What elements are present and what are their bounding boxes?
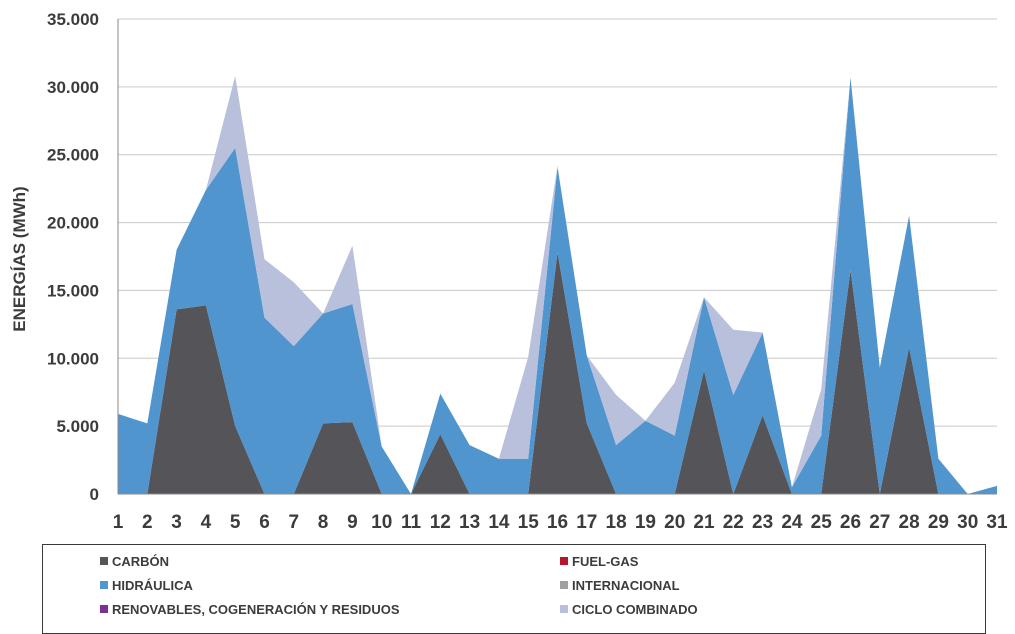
x-tick-label: 5: [230, 512, 241, 533]
legend-swatch-carbon: [100, 557, 108, 565]
x-tick-label: 16: [547, 512, 568, 533]
y-tick-label: 30.000: [47, 78, 99, 97]
y-tick-label: 15.000: [47, 281, 99, 300]
y-tick-label: 10.000: [47, 349, 99, 368]
x-tick-label: 30: [957, 512, 978, 533]
legend-label-renovables: RENOVABLES, COGENERACIÓN Y RESIDUOS: [112, 602, 400, 617]
legend-item-carbon: CARBÓN: [100, 554, 169, 570]
legend-label-ciclo-combinado: CICLO COMBINADO: [572, 602, 698, 617]
x-tick-label: 4: [201, 512, 212, 533]
x-tick-label: 6: [259, 512, 270, 533]
legend-swatch-renovables: [100, 605, 108, 613]
legend-item-ciclo-combinado: CICLO COMBINADO: [560, 602, 698, 618]
x-tick-label: 26: [840, 512, 861, 533]
x-tick-label: 25: [811, 512, 833, 533]
x-tick-label: 12: [430, 512, 451, 533]
y-tick-label: 5.000: [56, 417, 99, 436]
y-tick-label: 25.000: [47, 146, 99, 165]
x-tick-label: 7: [289, 512, 300, 533]
y-tick-label: 20.000: [47, 214, 99, 233]
y-tick-labels: 0 5.000 10.000 15.000 20.000 25.000 30.000 35.0…: [47, 10, 99, 504]
legend-swatch-hidraulica: [100, 581, 108, 589]
x-tick-label: 31: [986, 512, 1008, 533]
legend-item-renovables: RENOVABLES, COGENERACIÓN Y RESIDUOS: [100, 602, 400, 618]
x-tick-label: 19: [635, 512, 656, 533]
y-axis-title: ENERGÍAS (MWh): [10, 186, 29, 331]
legend-label-hidraulica: HIDRÁULICA: [112, 578, 193, 593]
stacked-area-chart: 0 5.000 10.000 15.000 20.000 25.000 30.000 35.0…: [10, 10, 1008, 533]
x-tick-label: 28: [899, 512, 920, 533]
legend-item-fuel-gas: FUEL-GAS: [560, 554, 638, 570]
x-tick-label: 3: [171, 512, 182, 533]
area-series-hidraulica: [118, 77, 997, 495]
x-tick-label: 14: [488, 512, 510, 533]
y-tick-label: 0: [90, 485, 99, 504]
x-tick-label: 22: [723, 512, 744, 533]
x-tick-label: 21: [693, 512, 715, 533]
legend-item-hidraulica: HIDRÁULICA: [100, 578, 193, 594]
x-tick-label: 27: [869, 512, 890, 533]
x-tick-label: 8: [318, 512, 329, 533]
legend: CARBÓN FUEL-GAS HIDRÁULICA INTERNACIONAL…: [42, 544, 986, 634]
legend-swatch-ciclo-combinado: [560, 605, 568, 613]
legend-label-internacional: INTERNACIONAL: [572, 578, 680, 593]
y-tick-label: 35.000: [47, 10, 99, 29]
x-tick-label: 15: [518, 512, 540, 533]
axes: [117, 19, 997, 495]
area-series-ciclo-combinado: [118, 76, 997, 494]
legend-label-carbon: CARBÓN: [112, 554, 170, 569]
x-tick-label: 18: [606, 512, 627, 533]
x-tick-label: 24: [781, 512, 803, 533]
x-tick-label: 13: [459, 512, 480, 533]
x-tick-label: 9: [347, 512, 358, 533]
legend-label-fuel-gas: FUEL-GAS: [572, 554, 639, 569]
x-tick-label: 17: [576, 512, 597, 533]
x-tick-label: 10: [371, 512, 392, 533]
x-tick-labels: 1 2 3 4 5 6 7 8 9 10 11 12 13 14 15 16 17 18 19 20 21 22 23 24 2…: [113, 512, 1008, 533]
x-tick-label: 2: [142, 512, 153, 533]
x-tick-label: 29: [928, 512, 949, 533]
legend-swatch-fuel-gas: [560, 557, 568, 565]
x-tick-label: 11: [401, 512, 422, 533]
x-tick-label: 1: [113, 512, 124, 533]
x-tick-label: 23: [752, 512, 773, 533]
series-areas: [118, 76, 997, 495]
area-series-carbon: [118, 252, 997, 494]
legend-item-internacional: INTERNACIONAL: [560, 578, 680, 594]
x-tick-label: 20: [664, 512, 685, 533]
legend-swatch-internacional: [560, 581, 568, 589]
